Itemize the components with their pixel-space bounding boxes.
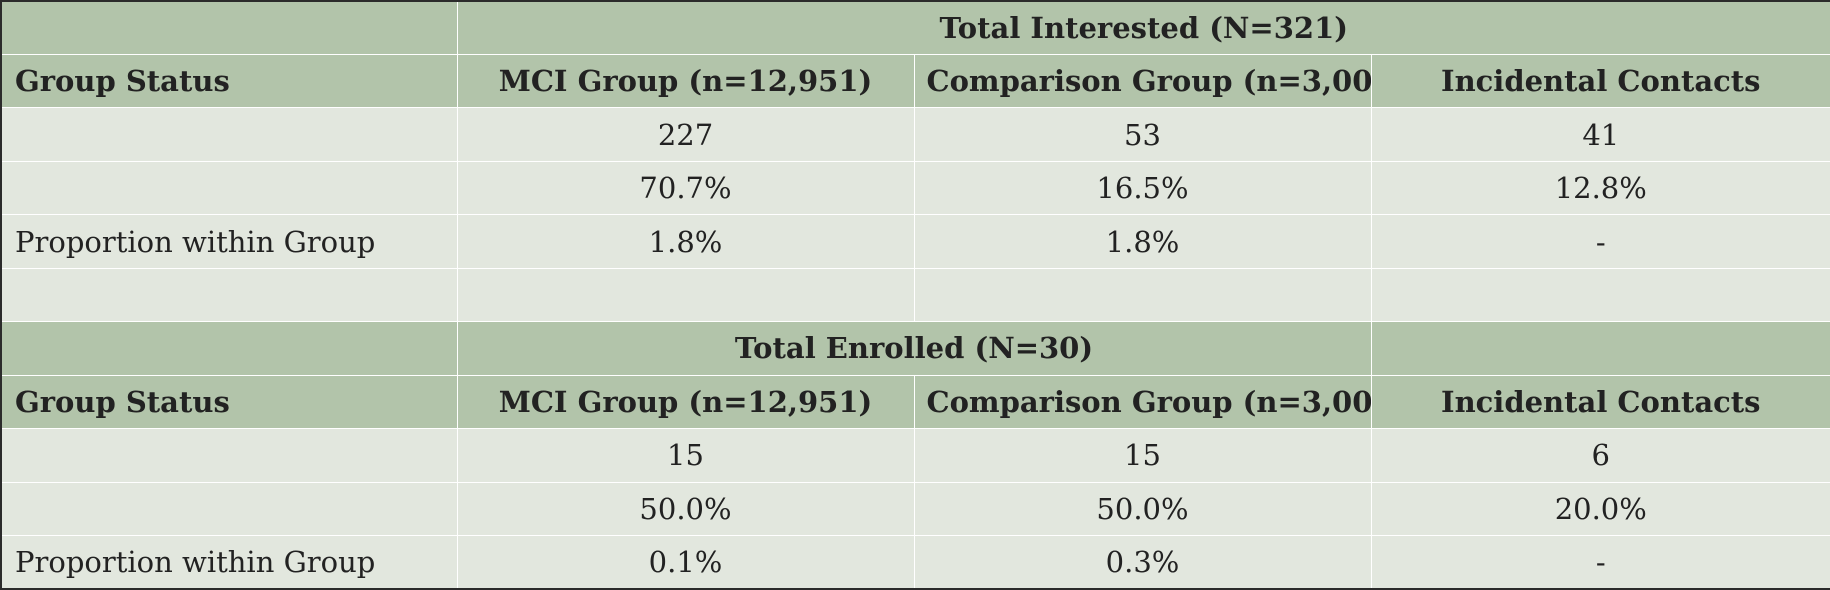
table-cell: 6 — [1370, 428, 1830, 483]
row-label: Proportion within Group — [0, 535, 458, 590]
group-status-header: Group Status — [0, 53, 458, 109]
empty-cell — [0, 321, 458, 376]
column-header: Incidental Contacts — [1370, 374, 1830, 430]
empty-cell — [0, 0, 458, 55]
table-cell: 12.8% — [1370, 160, 1830, 216]
table-cell: 20.0% — [1370, 481, 1830, 537]
column-header: Incidental Contacts — [1370, 53, 1830, 109]
table-row: 15 15 6 — [0, 428, 1830, 483]
table-cell: 15 — [913, 428, 1372, 483]
column-header: MCI Group (n=12,951) — [456, 374, 915, 430]
column-header: MCI Group (n=12,951) — [456, 53, 915, 109]
table-cell: 50.0% — [456, 481, 915, 537]
table-cell: 0.1% — [456, 535, 915, 590]
table-cell: 16.5% — [913, 160, 1372, 216]
table-cell: 227 — [456, 107, 915, 162]
table-row: Proportion within Group 1.8% 1.8% - — [0, 214, 1830, 269]
empty-cell — [1370, 321, 1830, 376]
column-header-row: Group Status MCI Group (n=12,951) Compar… — [0, 53, 1830, 109]
table-row: Proportion within Group 0.1% 0.3% - — [0, 535, 1830, 590]
section-title-row: Total Interested (N=321) — [0, 0, 1830, 55]
section-title: Total Enrolled (N=30) — [456, 321, 1372, 376]
table-cell: 53 — [913, 107, 1372, 162]
row-label — [0, 481, 458, 537]
table-row: 227 53 41 — [0, 107, 1830, 162]
column-header: Comparison Group (n=3,001) — [913, 374, 1372, 430]
table-cell: 0.3% — [913, 535, 1372, 590]
section-title: Total Interested (N=321) — [456, 0, 1830, 55]
empty-cell — [1370, 267, 1830, 323]
column-header: Comparison Group (n=3,001) — [913, 53, 1372, 109]
table-cell: 1.8% — [913, 214, 1372, 269]
table-cell: 15 — [456, 428, 915, 483]
table-row: 70.7% 16.5% 12.8% — [0, 160, 1830, 216]
table-cell: - — [1370, 214, 1830, 269]
row-label — [0, 428, 458, 483]
section-title-row: Total Enrolled (N=30) — [0, 321, 1830, 376]
table-row: 50.0% 50.0% 20.0% — [0, 481, 1830, 537]
table-cell: 50.0% — [913, 481, 1372, 537]
row-label — [0, 160, 458, 216]
empty-cell — [0, 267, 458, 323]
table-cell: 70.7% — [456, 160, 915, 216]
column-header-row: Group Status MCI Group (n=12,951) Compar… — [0, 374, 1830, 430]
table-cell: 1.8% — [456, 214, 915, 269]
spacer-row — [0, 267, 1830, 323]
row-label — [0, 107, 458, 162]
group-status-header: Group Status — [0, 374, 458, 430]
empty-cell — [913, 267, 1372, 323]
table-cell: 41 — [1370, 107, 1830, 162]
row-label: Proportion within Group — [0, 214, 458, 269]
empty-cell — [456, 267, 915, 323]
table-cell: - — [1370, 535, 1830, 590]
